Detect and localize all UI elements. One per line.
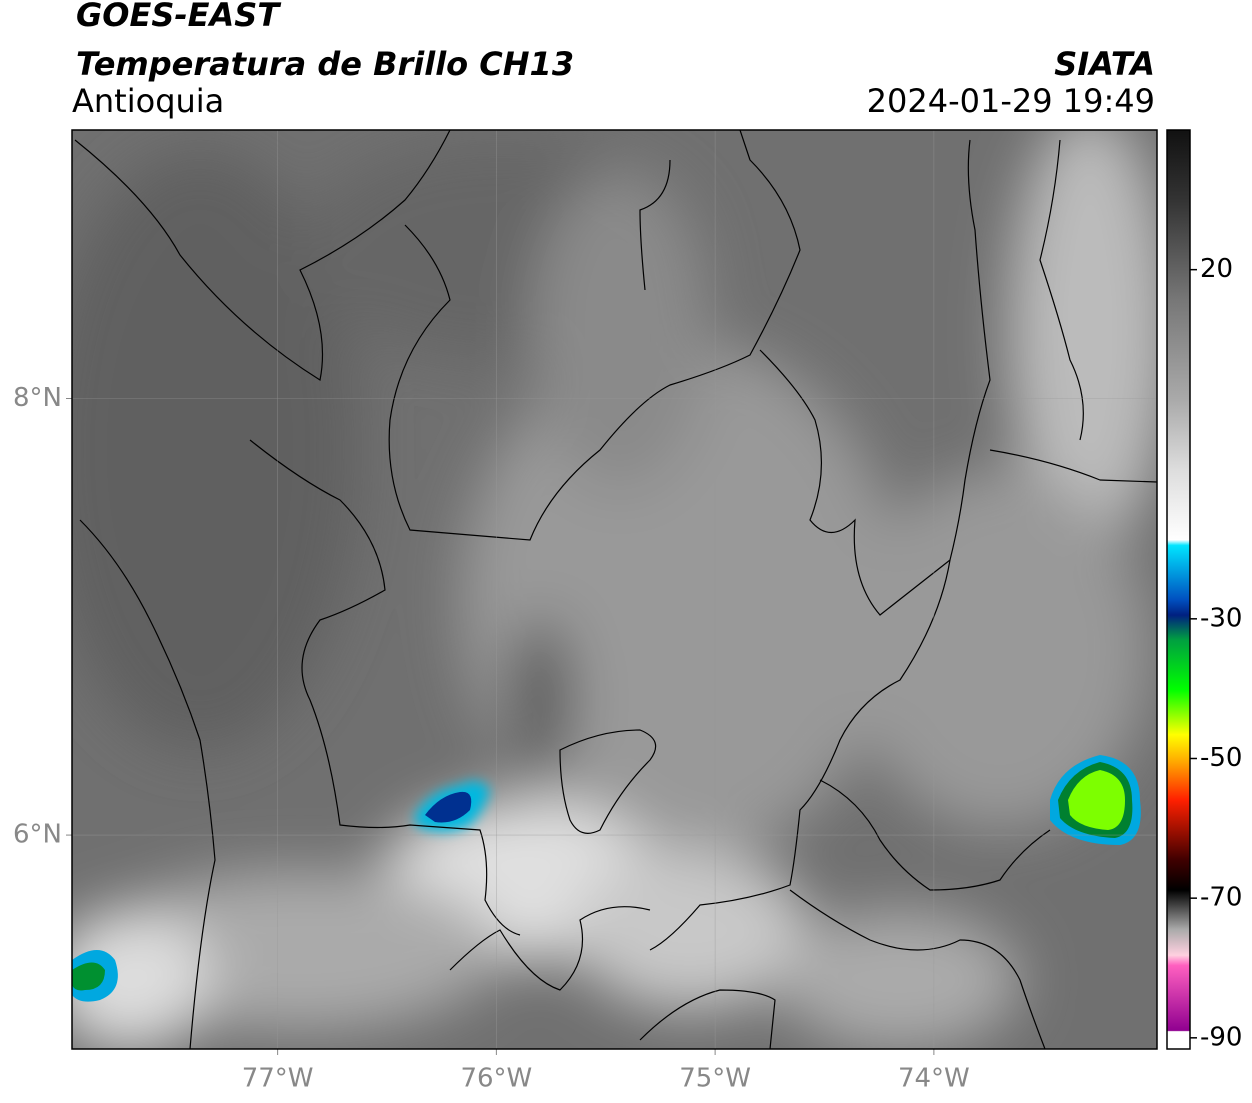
lon-tick-label: 75°W [679,1064,751,1094]
colorbar-tick-label: -50 [1200,743,1242,773]
lon-tick-label: 74°W [898,1064,970,1094]
lat-tick-label: 6°N [13,820,62,850]
colorbar-tick-label: -90 [1200,1022,1242,1052]
title: GOES-EAST [76,0,281,34]
source: SIATA [1054,45,1155,83]
colorbar-tick-label: -70 [1200,883,1242,913]
graticule [66,130,1157,1055]
lon-tick-label: 76°W [460,1064,532,1094]
subtitle: Temperatura de Brillo CH13 [76,45,574,83]
lat-tick-label: 8°N [13,383,62,413]
datetime: 2024-01-29 19:49 [867,82,1155,120]
map-frame [71,129,1158,1050]
lon-tick-label: 77°W [242,1064,314,1094]
borders [74,130,1157,1049]
colorbar-tick-label: -30 [1200,603,1242,633]
storm-cells [72,755,1141,1002]
satellite-image [72,130,1157,1049]
region: Antioquia [72,82,224,120]
colorbar [1166,129,1191,1050]
colorbar-tick-label: 20 [1200,254,1233,284]
axis-labels: 77°W 76°W 75°W 74°W 8°N 6°N 20 -30 -50 -70 -90 [13,254,1242,1093]
